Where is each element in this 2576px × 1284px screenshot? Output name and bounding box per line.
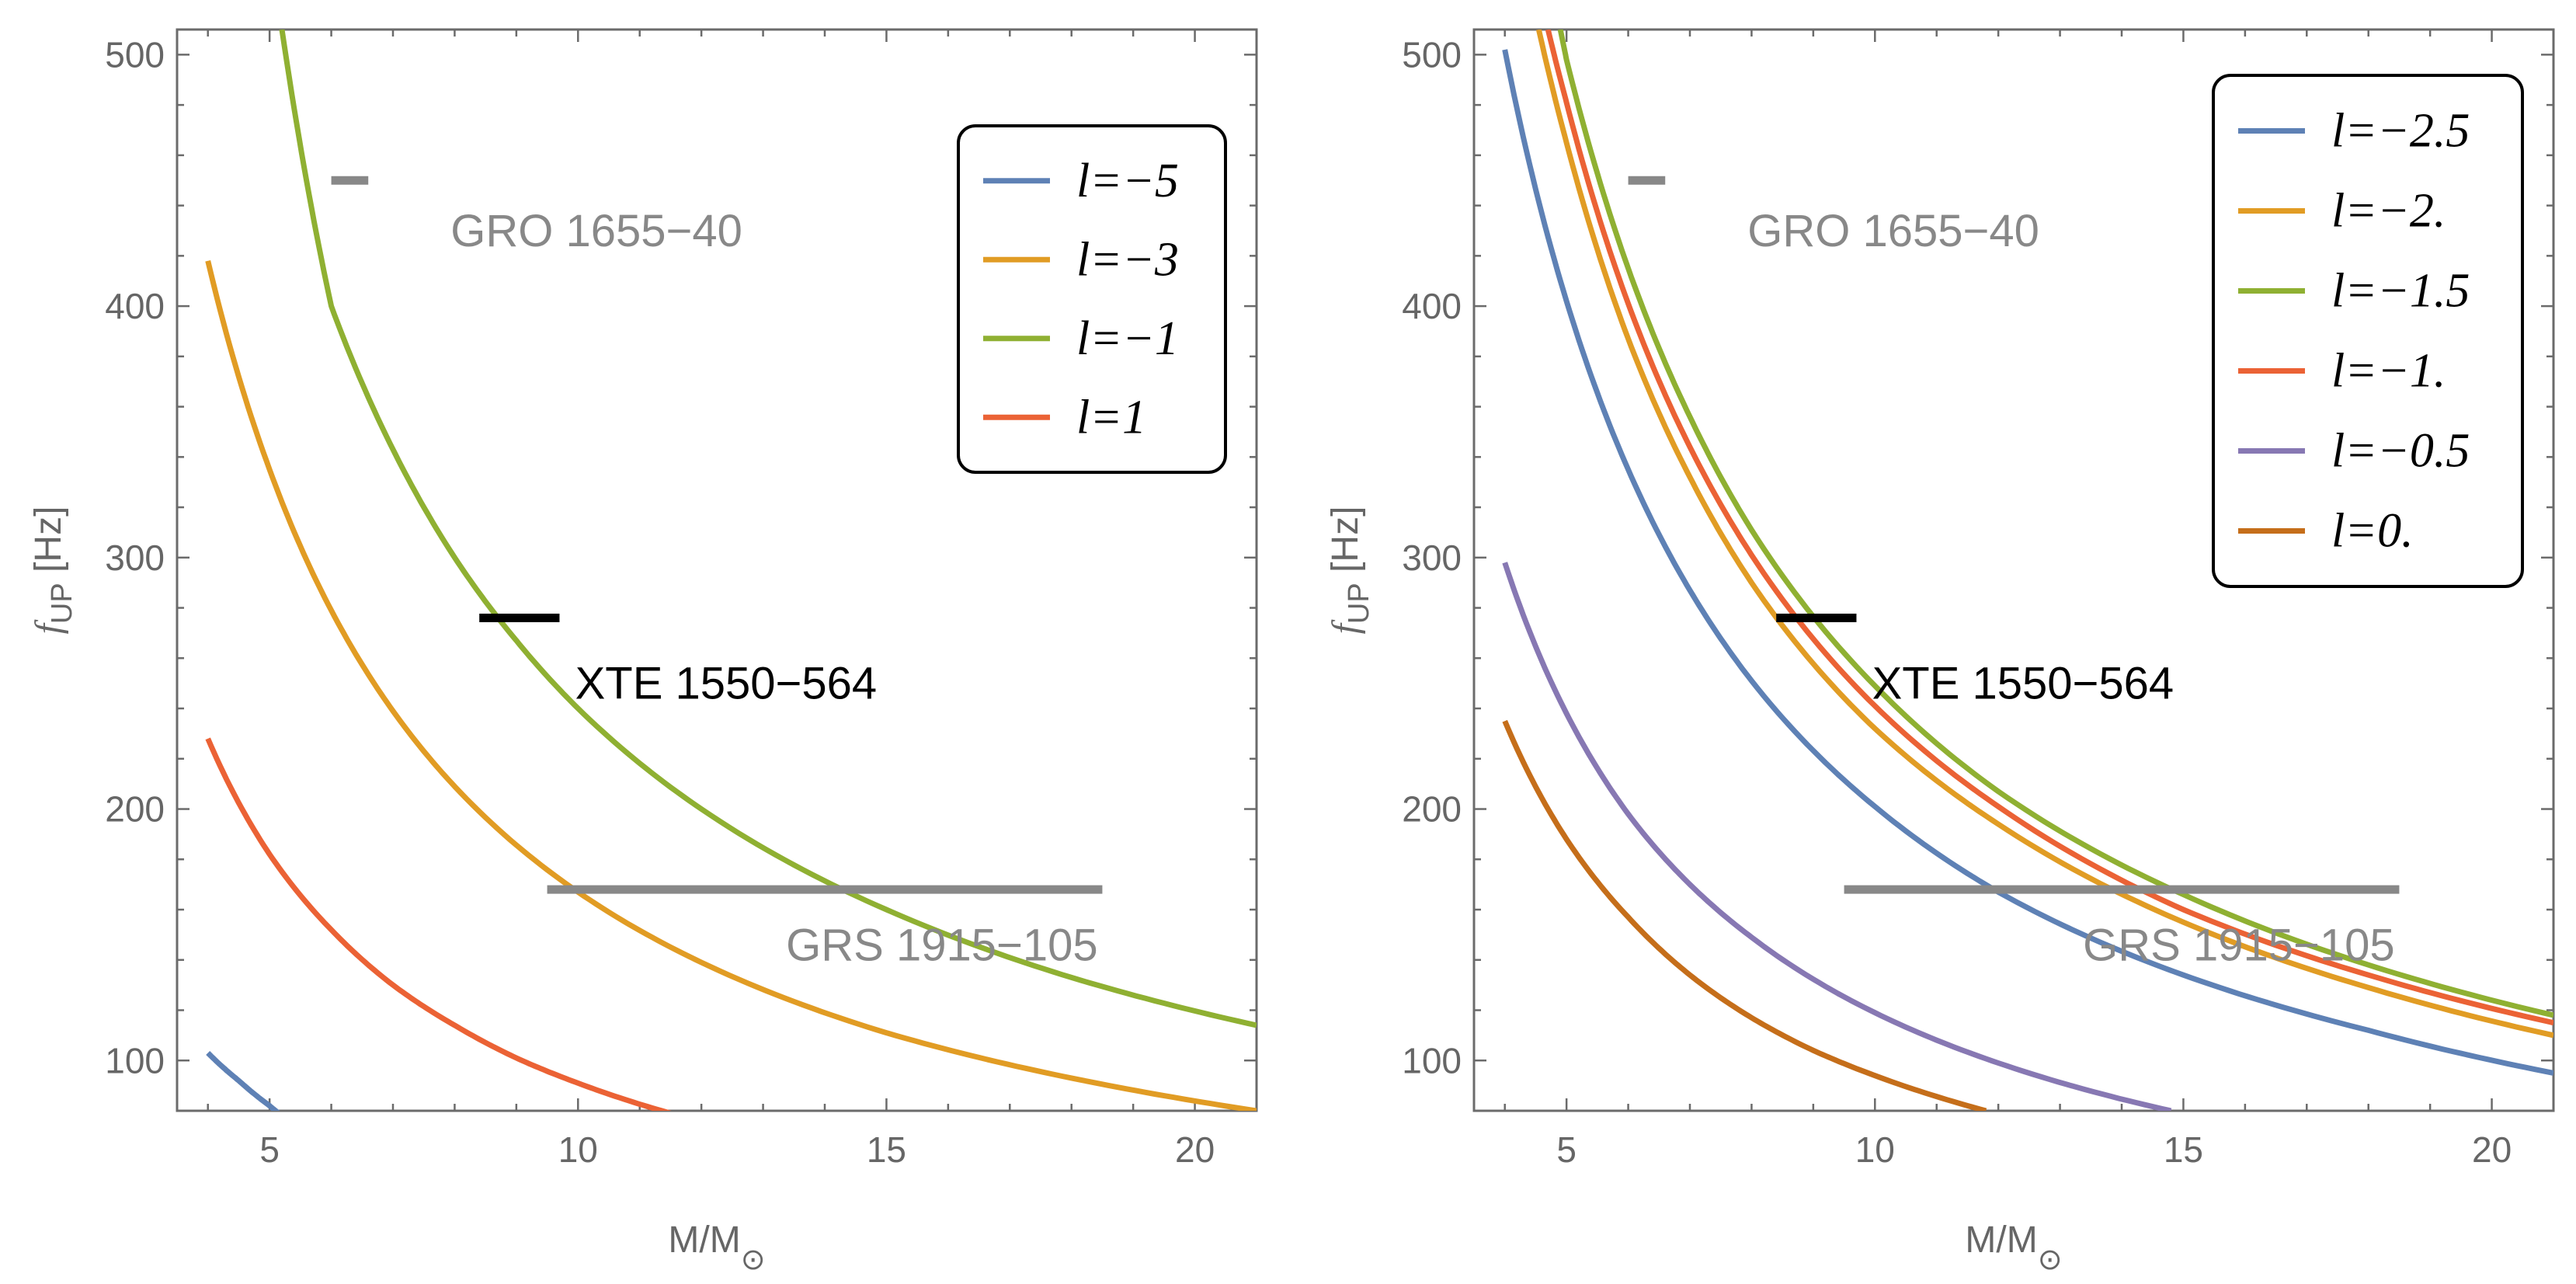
y-tick-label: 500 — [1402, 34, 1462, 75]
x-tick-label: 15 — [867, 1129, 906, 1170]
legend-label-1: l=−5 — [1076, 155, 1179, 207]
legend-label-3: l=−1.5 — [2331, 265, 2470, 318]
legend-box — [957, 124, 1227, 474]
x-tick-label: 15 — [2164, 1129, 2203, 1170]
legend-label-5: l=−0.5 — [2331, 425, 2470, 478]
y-axis-label: fUP [Hz] — [1325, 506, 1375, 635]
legend-label-4: l=−1. — [2331, 345, 2446, 398]
x-tick-label: 5 — [1556, 1129, 1577, 1170]
x-tick-label: 10 — [1855, 1129, 1895, 1170]
legend-label-6: l=0. — [2331, 505, 2414, 558]
x-axis-label: M/M⊙ — [668, 1220, 765, 1276]
legend-label-1: l=−2.5 — [2331, 105, 2470, 158]
chart-panel-1: 5 10 15 20 100 200 300 400 500 M/M⊙ fUP [Hz] GRO 16… — [28, 28, 1258, 1276]
y-tick-label: 300 — [1402, 538, 1462, 578]
annotation-label-3: GRS 1915−105 — [2083, 920, 2394, 970]
y-tick-label: 400 — [1402, 286, 1462, 326]
legend-label-2: l=−3 — [1076, 233, 1179, 286]
series-line-2 — [205, 259, 1257, 1111]
annotation-label-2: XTE 1550−564 — [575, 659, 878, 709]
annotation-label-2: XTE 1550−564 — [1872, 659, 2174, 709]
legend-label-2: l=−2. — [2331, 185, 2446, 238]
legend: l=−2.5 l=−2. l=−1.5 l=−1. l=−0.5 l=0. — [2212, 74, 2524, 588]
y-axis-label: fUP [Hz] — [28, 506, 78, 635]
y-tick-label: 300 — [105, 538, 165, 578]
annotation-label-1: GRO 1655−40 — [450, 206, 742, 256]
y-tick-label: 400 — [105, 286, 165, 326]
legend-box — [2212, 74, 2524, 588]
x-tick-label: 20 — [1175, 1129, 1215, 1170]
y-tick-label: 500 — [105, 34, 165, 75]
x-tick-label: 10 — [558, 1129, 598, 1170]
annotation-label-1: GRO 1655−40 — [1747, 206, 2039, 256]
y-tick-label: 100 — [1402, 1040, 1462, 1080]
legend-label-3: l=−1 — [1076, 312, 1179, 365]
data-area — [205, 30, 1257, 1111]
data-area — [1502, 30, 2553, 1111]
series-line-6 — [1502, 719, 1987, 1111]
series-line-3 — [279, 30, 1257, 1028]
legend: l=−5 l=−3 l=−1 l=1 — [957, 124, 1227, 474]
x-axis-label: M/M⊙ — [1965, 1220, 2062, 1276]
series-line-1 — [1502, 49, 2553, 1076]
x-tick-label: 5 — [259, 1129, 280, 1170]
series-line-4 — [1545, 30, 2553, 1026]
x-tick-label: 20 — [2472, 1129, 2512, 1170]
plot-frame — [1472, 28, 2555, 1112]
series-line-2 — [1535, 30, 2553, 1039]
y-tick-label: 200 — [105, 789, 165, 830]
annotation-label-3: GRS 1915−105 — [786, 920, 1097, 970]
plot-frame — [176, 28, 1258, 1112]
chart-panel-2: 5 10 15 20 100 200 300 400 500 M/M⊙ fUP [Hz] GRO 16… — [1325, 28, 2555, 1276]
y-tick-label: 200 — [1402, 789, 1462, 830]
legend-label-4: l=1 — [1076, 391, 1146, 444]
series-line-4 — [205, 737, 672, 1111]
series-line-1 — [206, 1051, 280, 1111]
y-tick-label: 100 — [105, 1040, 165, 1080]
series-line-5 — [1502, 562, 2172, 1111]
